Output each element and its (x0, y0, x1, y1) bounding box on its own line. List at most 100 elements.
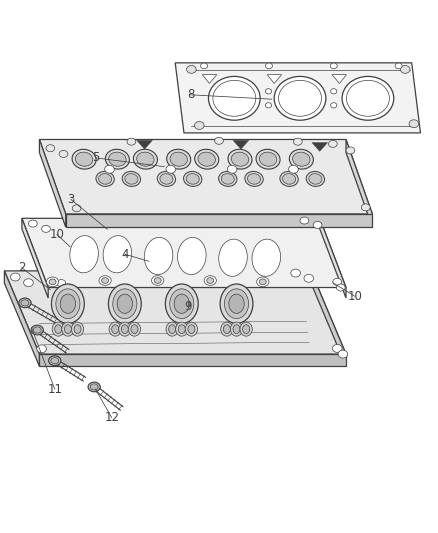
Ellipse shape (72, 205, 81, 212)
Ellipse shape (102, 278, 109, 284)
Polygon shape (312, 142, 328, 151)
Ellipse shape (257, 277, 269, 287)
Ellipse shape (52, 284, 84, 324)
Ellipse shape (105, 165, 114, 173)
Ellipse shape (24, 279, 33, 287)
Polygon shape (22, 219, 346, 287)
Ellipse shape (31, 325, 43, 335)
Ellipse shape (346, 147, 355, 154)
Ellipse shape (174, 294, 189, 313)
Ellipse shape (233, 325, 240, 334)
Ellipse shape (274, 76, 326, 120)
Ellipse shape (313, 221, 322, 229)
Ellipse shape (333, 278, 342, 285)
Ellipse shape (103, 236, 132, 273)
Ellipse shape (125, 174, 138, 184)
Polygon shape (137, 140, 152, 149)
Text: 12: 12 (104, 411, 119, 424)
Text: 11: 11 (47, 383, 62, 395)
Ellipse shape (228, 149, 252, 169)
Ellipse shape (134, 149, 157, 169)
Text: 9: 9 (184, 300, 192, 313)
Ellipse shape (99, 174, 112, 184)
Text: 10: 10 (49, 228, 64, 241)
Ellipse shape (170, 152, 187, 166)
Ellipse shape (293, 138, 302, 145)
Ellipse shape (187, 66, 196, 74)
Polygon shape (4, 271, 39, 366)
Ellipse shape (64, 325, 71, 334)
Ellipse shape (309, 174, 322, 184)
Ellipse shape (128, 322, 141, 336)
Text: 5: 5 (92, 151, 99, 164)
Ellipse shape (342, 76, 394, 120)
Ellipse shape (165, 284, 198, 324)
Ellipse shape (71, 322, 84, 336)
Ellipse shape (409, 120, 419, 128)
Ellipse shape (230, 322, 243, 336)
Ellipse shape (186, 174, 199, 184)
Ellipse shape (154, 278, 161, 284)
Ellipse shape (46, 277, 59, 287)
Ellipse shape (256, 149, 280, 169)
Ellipse shape (177, 237, 206, 274)
Ellipse shape (144, 237, 173, 274)
Ellipse shape (259, 152, 277, 166)
Ellipse shape (70, 236, 99, 273)
Ellipse shape (49, 356, 61, 366)
Ellipse shape (289, 165, 298, 173)
Ellipse shape (113, 289, 137, 319)
Ellipse shape (201, 63, 208, 69)
Ellipse shape (152, 276, 164, 285)
Ellipse shape (361, 204, 370, 211)
Ellipse shape (122, 172, 141, 187)
Ellipse shape (167, 149, 191, 169)
Ellipse shape (55, 325, 62, 334)
Polygon shape (4, 271, 346, 354)
Ellipse shape (331, 103, 337, 108)
Ellipse shape (328, 140, 337, 147)
Ellipse shape (42, 225, 50, 232)
Ellipse shape (170, 289, 194, 319)
Ellipse shape (338, 350, 348, 358)
Ellipse shape (184, 172, 202, 187)
Polygon shape (332, 75, 346, 84)
Ellipse shape (121, 325, 128, 334)
Ellipse shape (49, 279, 56, 285)
Ellipse shape (119, 322, 131, 336)
Ellipse shape (231, 152, 249, 166)
Polygon shape (233, 140, 249, 149)
Ellipse shape (74, 325, 81, 334)
Ellipse shape (195, 149, 219, 169)
Ellipse shape (188, 325, 195, 334)
Text: 10: 10 (347, 290, 362, 303)
Ellipse shape (11, 273, 20, 281)
Ellipse shape (265, 63, 272, 69)
Ellipse shape (219, 239, 247, 276)
Ellipse shape (400, 66, 410, 74)
Ellipse shape (207, 278, 214, 284)
Text: 4: 4 (121, 248, 129, 261)
Ellipse shape (37, 345, 46, 353)
Ellipse shape (157, 172, 176, 187)
Ellipse shape (137, 152, 154, 166)
Ellipse shape (127, 138, 136, 145)
Ellipse shape (169, 325, 176, 334)
Ellipse shape (109, 152, 126, 166)
Polygon shape (346, 140, 372, 227)
Ellipse shape (204, 276, 216, 285)
Polygon shape (39, 354, 346, 366)
Ellipse shape (243, 325, 250, 334)
Text: 8: 8 (187, 88, 194, 101)
Ellipse shape (166, 165, 176, 173)
Ellipse shape (293, 152, 310, 166)
Ellipse shape (96, 172, 114, 187)
Ellipse shape (59, 150, 68, 157)
Ellipse shape (215, 138, 223, 144)
Polygon shape (202, 75, 217, 84)
Ellipse shape (176, 322, 188, 336)
Polygon shape (267, 75, 282, 84)
Ellipse shape (99, 276, 111, 285)
Polygon shape (320, 219, 346, 298)
Ellipse shape (229, 294, 244, 313)
